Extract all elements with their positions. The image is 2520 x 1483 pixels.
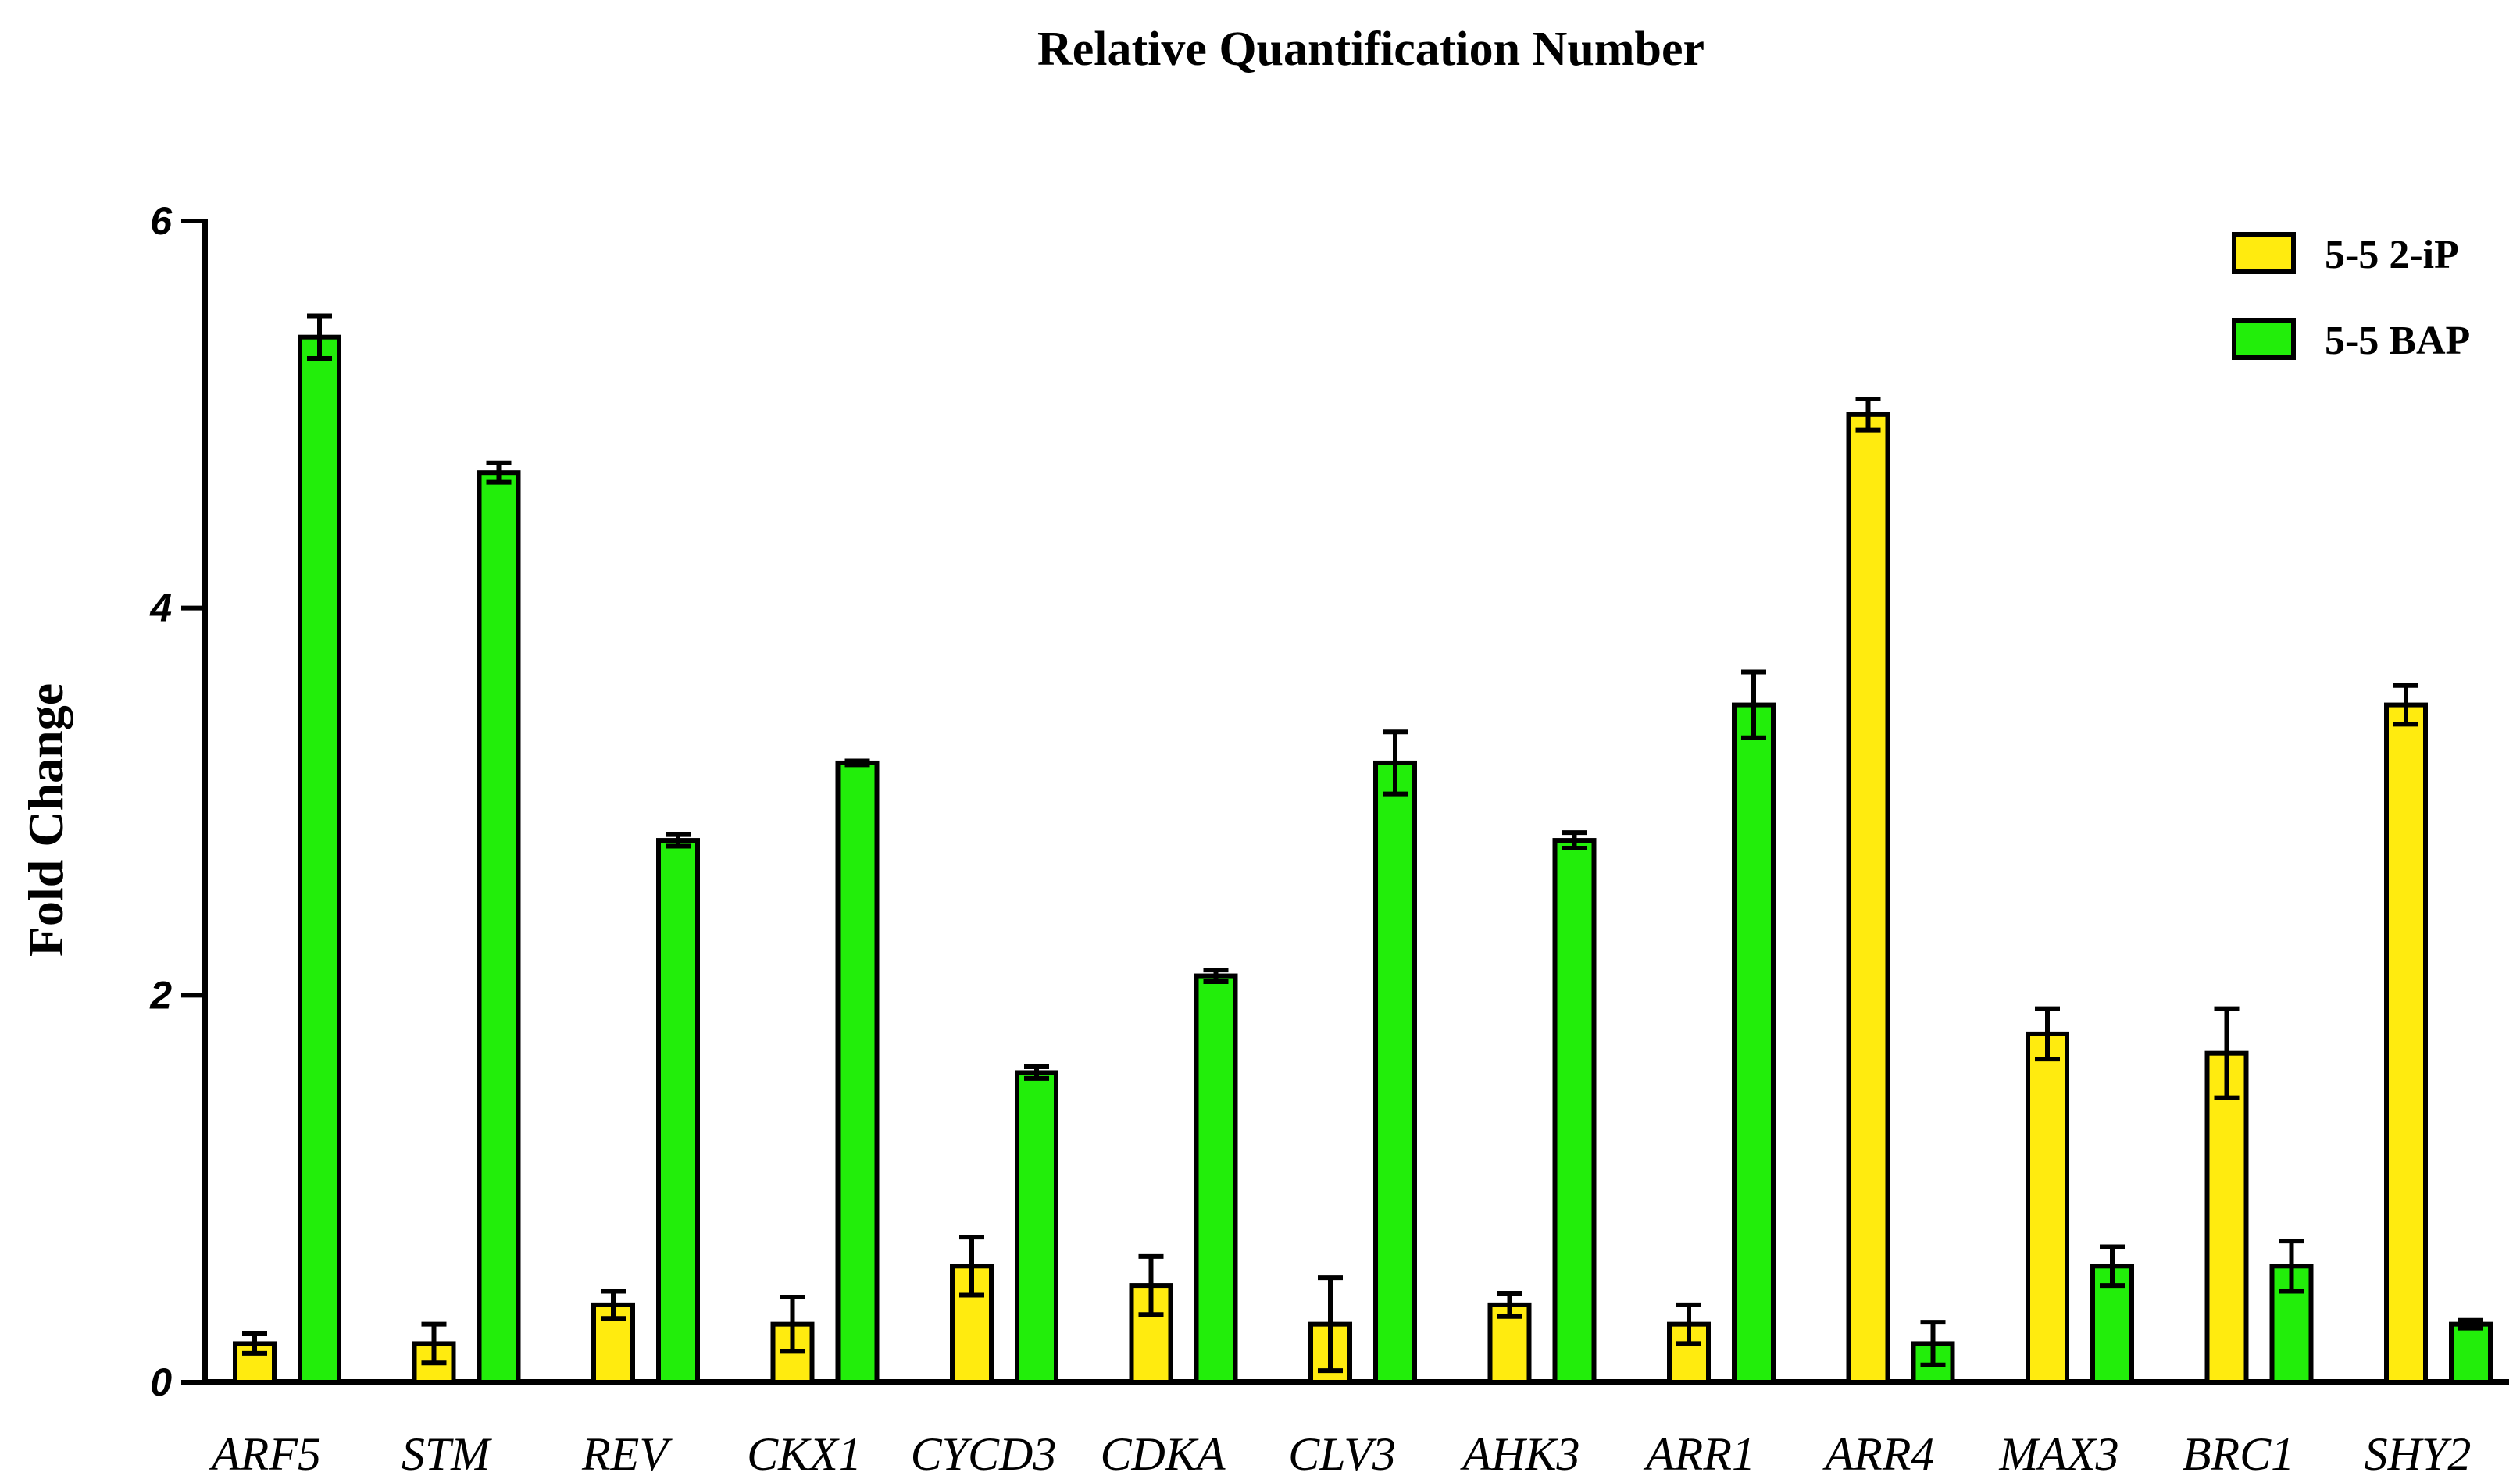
y-tick-label: 0	[150, 1360, 172, 1404]
bar	[1846, 412, 1890, 1385]
bar	[1015, 1070, 1058, 1385]
y-tick-label: 2	[149, 973, 172, 1017]
error-bars	[242, 313, 2483, 1374]
x-tick-label: ARR4	[1822, 1428, 1935, 1480]
x-tick-label: MAX3	[1998, 1428, 2118, 1480]
x-tick-labels: ARF5 STM REV CKX1 CYCD3 CDKA CLV3 AHK3 ARR1 ARR4 M…	[209, 1428, 2471, 1480]
bar	[835, 760, 880, 1385]
x-tick-label: ARF5	[209, 1428, 321, 1480]
bar	[477, 470, 521, 1385]
y-tick-labels: 0 2 4 6	[149, 199, 173, 1404]
x-tick-label: CLV3	[1288, 1428, 1396, 1480]
legend-swatch	[2232, 318, 2296, 360]
legend-swatch	[2232, 232, 2296, 274]
bar	[2204, 1050, 2249, 1385]
bar	[2449, 1321, 2493, 1385]
legend-label: 5-5 BAP	[2325, 319, 2470, 363]
x-tick-label: ARR1	[1643, 1428, 1755, 1480]
bar	[656, 838, 700, 1385]
y-tick-label: 6	[150, 199, 173, 243]
legend-label: 5-5 2-iP	[2325, 233, 2459, 277]
x-tick-label: CDKA	[1100, 1428, 1225, 1480]
axes	[181, 219, 2509, 1385]
bars	[233, 334, 2493, 1385]
bar	[2026, 1031, 2069, 1385]
x-tick-label: SHY2	[2365, 1428, 2472, 1480]
bar	[1732, 702, 1776, 1385]
x-tick-label: AHK3	[1460, 1428, 1580, 1480]
legend: 5-5 2-iP 5-5 BAP	[2232, 232, 2470, 363]
x-tick-label: STM	[402, 1428, 492, 1480]
bar	[1552, 838, 1597, 1385]
x-tick-label: CKX1	[747, 1428, 862, 1480]
bar	[1373, 760, 1417, 1385]
x-tick-label: BRC1	[2183, 1428, 2294, 1480]
x-tick-label: CYCD3	[911, 1428, 1057, 1480]
y-tick-label: 4	[149, 586, 172, 630]
chart-title: Relative Quantification Number	[1037, 23, 1704, 76]
bar	[298, 334, 341, 1385]
y-axis-label: Fold Change	[18, 683, 73, 957]
x-tick-label: REV	[581, 1428, 673, 1480]
bar	[2384, 702, 2428, 1385]
bar	[1194, 973, 1238, 1385]
